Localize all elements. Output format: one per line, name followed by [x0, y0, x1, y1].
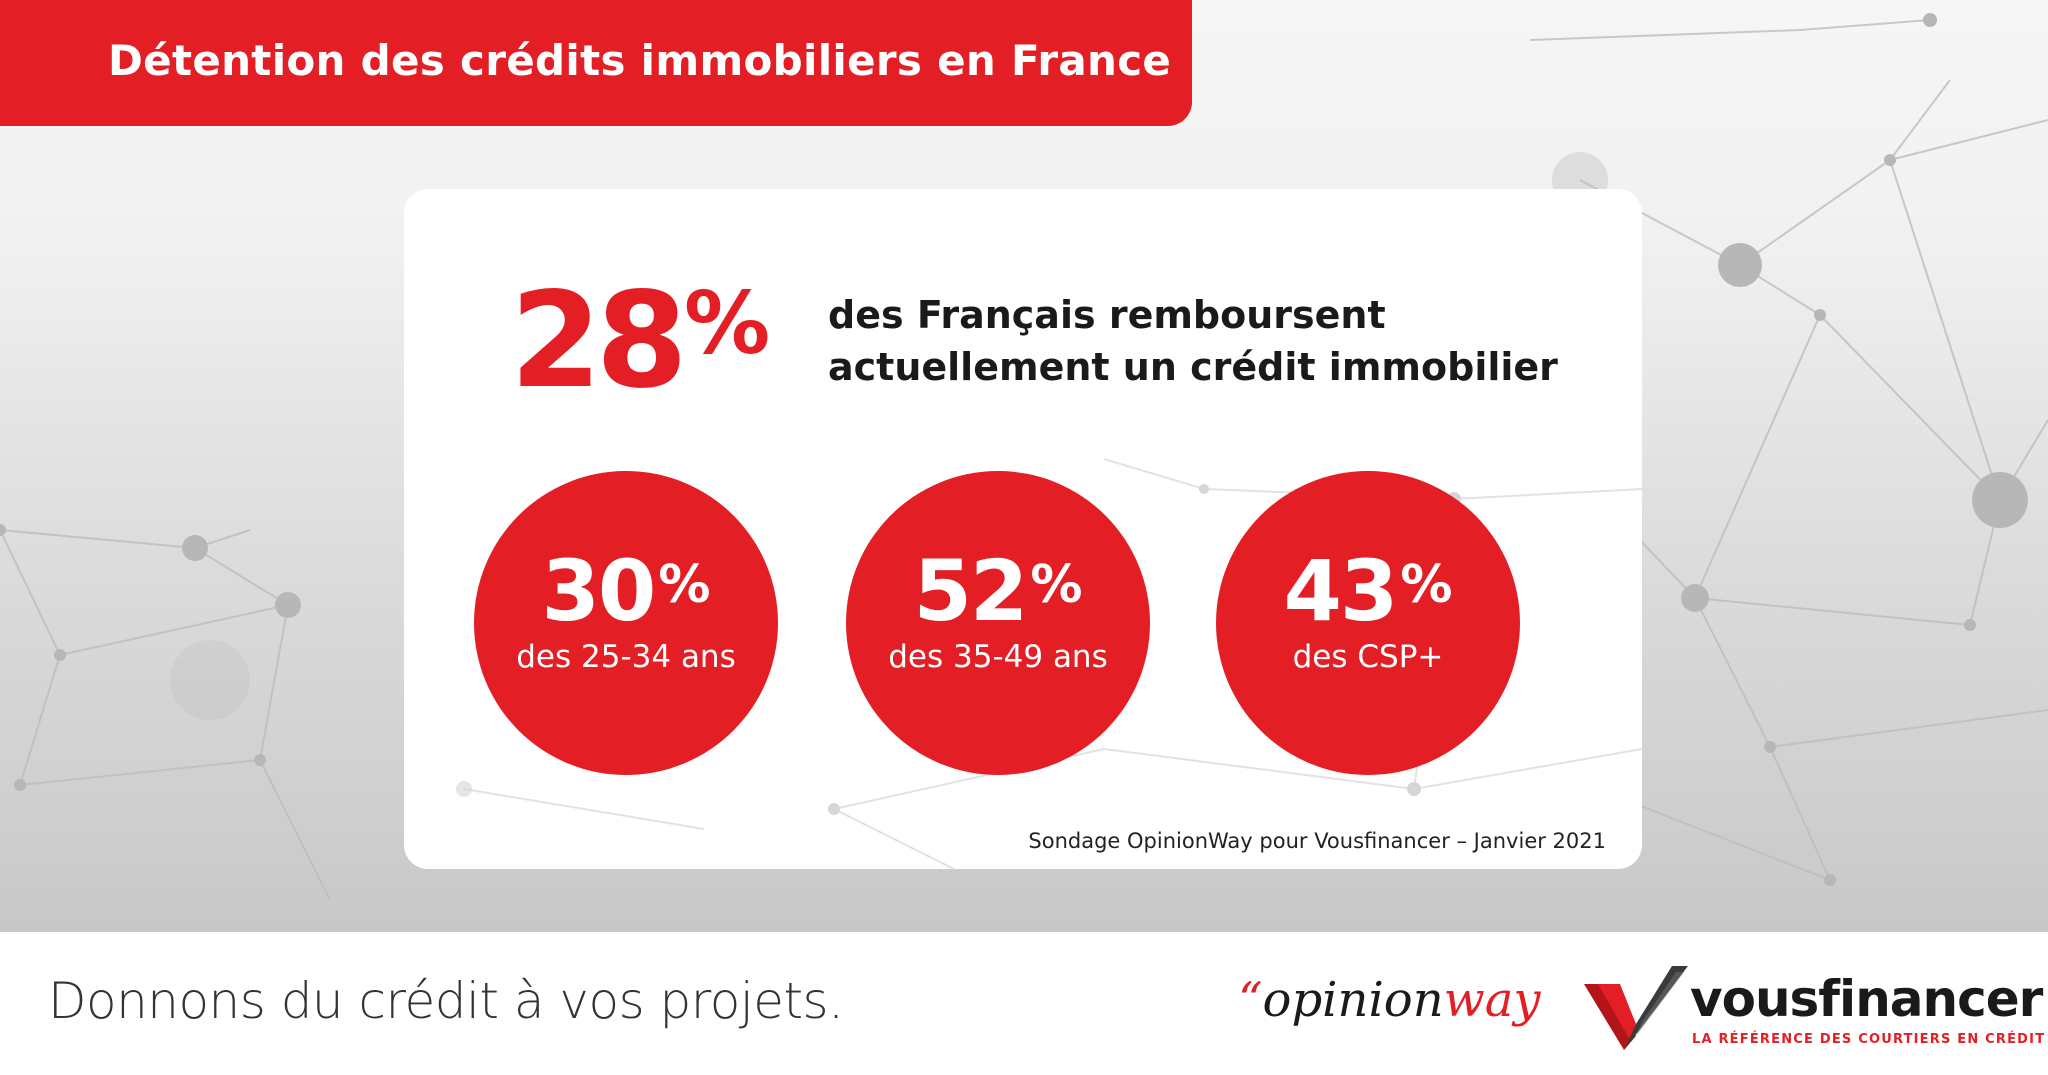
headline-line-1: des Français remboursent [828, 293, 1386, 337]
stat-value: 52 [913, 542, 1028, 640]
stat-value: 43 [1283, 542, 1398, 640]
headline-value: 28 [510, 264, 688, 418]
stat-unit: % [658, 555, 711, 615]
opinionway-logo: “opinionway [1238, 972, 1540, 1028]
headline-text: des Français remboursent actuellement un… [828, 289, 1608, 393]
vousfinancer-tagline: LA RÉFÉRENCE DES COURTIERS EN CRÉDIT [1692, 1032, 2046, 1047]
headline-unit: % [684, 274, 771, 374]
headline-line-2: actuellement un crédit immobilier [828, 345, 1558, 389]
vousfinancer-name: vousfinancer [1690, 970, 2043, 1028]
title-banner: Détention des crédits immobiliers en Fra… [0, 0, 1192, 126]
stats-card: 28 % des Français remboursent actuelleme… [404, 189, 1642, 869]
opinionway-quote: “ [1238, 972, 1263, 1028]
page-title: Détention des crédits immobiliers en Fra… [108, 36, 1172, 85]
stat-label: des 25-34 ans [516, 639, 736, 675]
stat-label: des CSP+ [1292, 639, 1444, 675]
stat-circle-35-49: 52% des 35-49 ans [846, 471, 1150, 775]
stat-unit: % [1400, 555, 1453, 615]
stat-unit: % [1030, 555, 1083, 615]
stat-label: des 35-49 ans [888, 639, 1108, 675]
stat-value: 30 [541, 542, 656, 640]
vousfinancer-v-logo-icon [1584, 966, 1688, 1050]
opinionway-part1: opinion [1262, 972, 1444, 1028]
stat-circle-csp: 43% des CSP+ [1216, 471, 1520, 775]
stat-circle-25-34: 30% des 25-34 ans [474, 471, 778, 775]
footer: Donnons du crédit à vos projets. “opinio… [0, 932, 2048, 1075]
opinionway-part2: way [1443, 972, 1541, 1028]
source-note: Sondage OpinionWay pour Vousfinancer – J… [1028, 829, 1606, 853]
tagline: Donnons du crédit à vos projets. [48, 972, 844, 1030]
